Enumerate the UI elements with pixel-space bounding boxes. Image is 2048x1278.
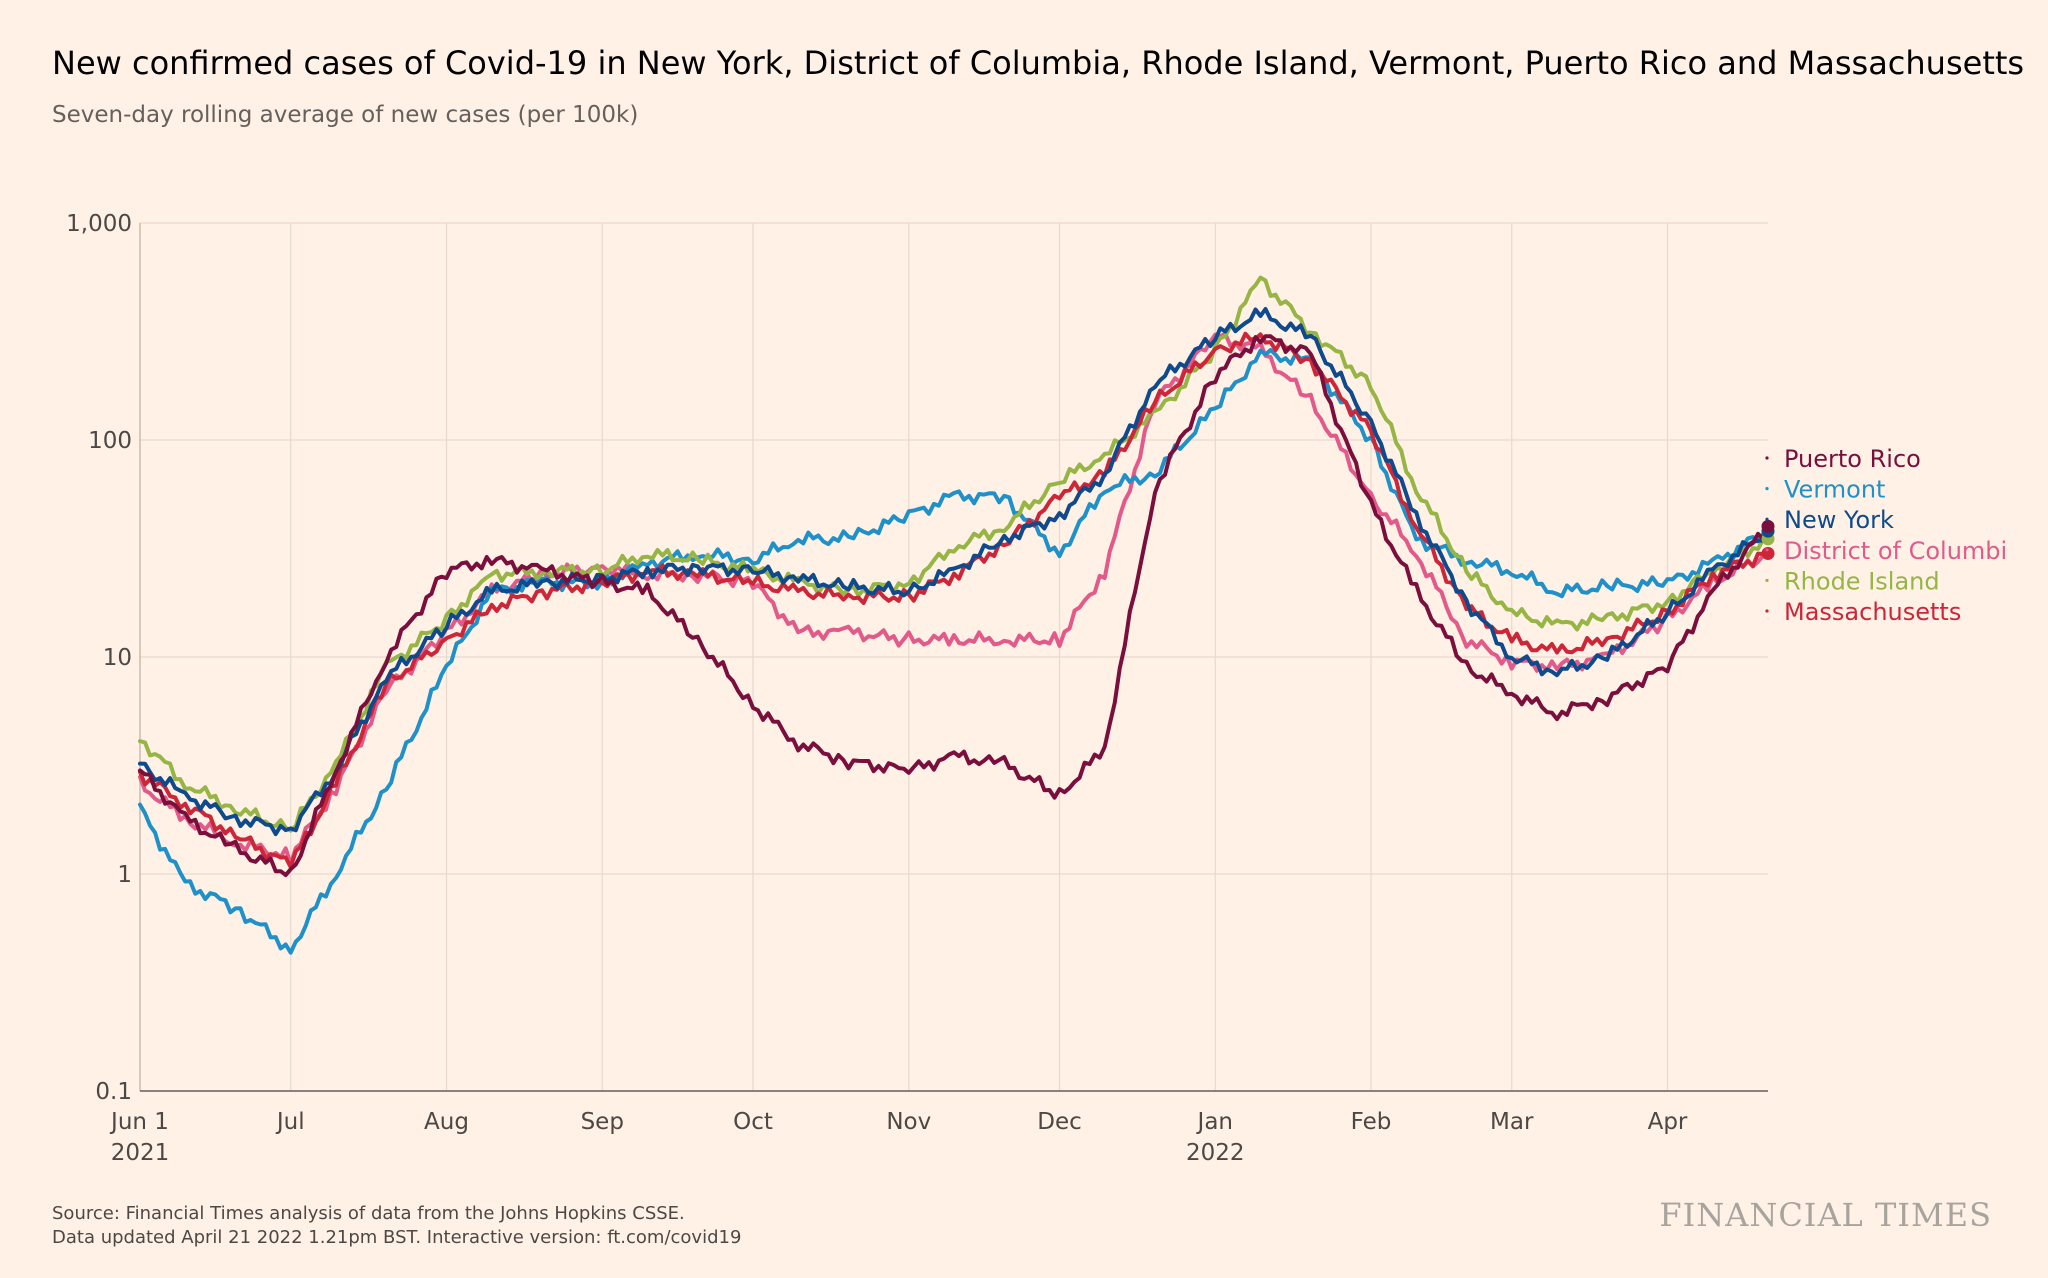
x-tick-label: Sep	[581, 1109, 624, 1135]
series-line-vermont	[138, 348, 1770, 955]
x-tick-year-label: 2021	[111, 1140, 170, 1166]
series-line-massachusetts	[138, 331, 1770, 870]
legend-marker	[1765, 517, 1769, 521]
x-tick-year-label: 2022	[1186, 1140, 1245, 1166]
y-tick-label: 1,000	[66, 211, 132, 237]
x-tick-label: Jun 1	[109, 1109, 169, 1135]
legend-marker	[1765, 548, 1769, 552]
series-line-puerto-rico	[138, 334, 1770, 878]
series-line-rhode-island	[138, 275, 1770, 833]
legend-label: Puerto Rico	[1784, 445, 1921, 473]
x-tick-label: Jul	[275, 1109, 305, 1135]
legend-marker	[1765, 456, 1769, 460]
legend-label: Rhode Island	[1784, 567, 1940, 595]
y-tick-label: 0.1	[95, 1079, 132, 1105]
chart-title: New confirmed cases of Covid-19 in New Y…	[52, 44, 2025, 82]
x-tick-label: Jan	[1196, 1109, 1233, 1135]
x-tick-label: Oct	[733, 1109, 773, 1135]
legend-marker	[1765, 578, 1769, 583]
update-note: Data updated April 21 2022 1.21pm BST. I…	[52, 1227, 742, 1248]
end-dot-puerto-rico	[1761, 519, 1775, 533]
legend-label: District of Columbi	[1784, 537, 2007, 565]
legend-marker	[1765, 487, 1769, 491]
series-layer	[138, 275, 1775, 955]
x-tick-label: Nov	[886, 1109, 931, 1135]
ft-logo: FINANCIAL TIMES	[1659, 1196, 1992, 1234]
x-tick-label: Feb	[1351, 1109, 1392, 1135]
series-line-district-of-columbia	[138, 331, 1770, 866]
series-line-new-york	[138, 307, 1770, 837]
x-tick-label: Dec	[1037, 1109, 1082, 1135]
x-tick-label: Apr	[1648, 1109, 1688, 1135]
source-note: Source: Financial Times analysis of data…	[52, 1203, 685, 1224]
chart-subtitle: Seven-day rolling average of new cases (…	[52, 102, 639, 128]
y-tick-label: 1	[117, 862, 132, 888]
x-tick-label: Mar	[1490, 1109, 1534, 1135]
axis-layer: 0.1 1 10 100 1,000 Jun 1 2021 Jul Aug Sep Oct Nov De…	[66, 211, 1768, 1166]
legend-label: New York	[1784, 506, 1894, 534]
legend-label: Massachusetts	[1784, 598, 1961, 626]
x-tick-label: Aug	[424, 1109, 469, 1135]
y-tick-label: 10	[103, 645, 132, 671]
legend-label: Vermont	[1784, 476, 1885, 504]
end-dot-massachusetts	[1761, 546, 1775, 560]
legend-marker	[1765, 609, 1769, 613]
y-tick-label: 100	[88, 428, 132, 454]
